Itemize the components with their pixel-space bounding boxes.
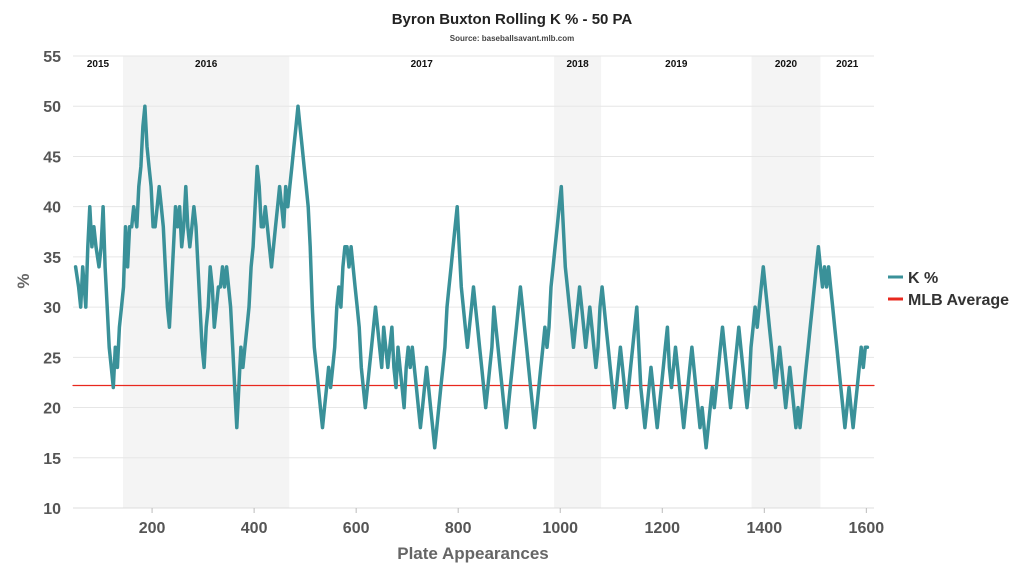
legend-label-k-pct: K % [908, 270, 938, 287]
y-tick-label: 30 [43, 300, 61, 317]
season-band-2018 [554, 56, 602, 508]
legend: K % MLB Average [888, 270, 1009, 309]
x-axis-label: Plate Appearances [397, 544, 549, 563]
y-axis-ticks: 10 15 20 25 30 35 40 45 50 55 [43, 49, 61, 518]
y-tick-label: 10 [43, 501, 61, 518]
x-tick-label: 400 [241, 520, 268, 537]
season-label-2020: 2020 [775, 59, 798, 70]
x-tick-label: 200 [139, 520, 166, 537]
season-band-2016 [122, 56, 290, 508]
y-tick-label: 35 [43, 250, 61, 267]
y-tick-label: 15 [43, 451, 61, 468]
season-label-2017: 2017 [411, 59, 434, 70]
y-axis-label: % [14, 273, 33, 288]
chart-title: Byron Buxton Rolling K % - 50 PA [392, 11, 633, 28]
x-tick-label: 800 [445, 520, 472, 537]
x-tick-label: 1600 [849, 520, 885, 537]
y-tick-label: 25 [43, 350, 61, 367]
season-label-2019: 2019 [665, 59, 688, 70]
y-tick-label: 20 [43, 401, 61, 418]
x-tick-label: 1200 [644, 520, 680, 537]
season-label-2021: 2021 [836, 59, 859, 70]
y-tick-label: 50 [43, 99, 61, 116]
season-labels: 2015 2016 2017 2018 2019 2020 2021 [87, 59, 859, 70]
season-shading [122, 56, 821, 508]
x-axis-ticks: 200 400 600 800 1000 1200 1400 1600 [73, 507, 885, 537]
series-lines [72, 104, 875, 450]
x-tick-label: 600 [343, 520, 370, 537]
season-label-2016: 2016 [195, 59, 218, 70]
season-label-2015: 2015 [87, 59, 110, 70]
y-tick-label: 40 [43, 200, 61, 217]
x-tick-label: 1000 [542, 520, 578, 537]
legend-label-mlb-average: MLB Average [908, 292, 1009, 309]
y-tick-label: 55 [43, 49, 61, 66]
x-tick-label: 1400 [747, 520, 783, 537]
chart-subtitle: Source: baseballsavant.mlb.com [450, 34, 575, 43]
y-tick-label: 45 [43, 149, 61, 166]
series-line-k-pct [73, 104, 870, 450]
season-label-2018: 2018 [566, 59, 589, 70]
